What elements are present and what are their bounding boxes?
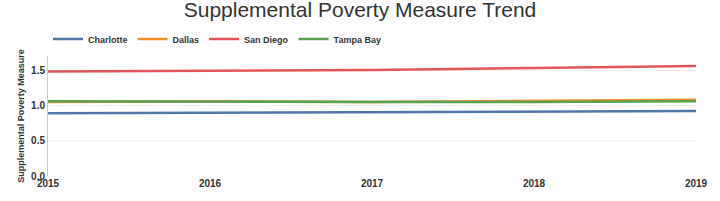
svg-text:0.0: 0.0: [31, 171, 45, 182]
svg-text:1.0: 1.0: [31, 100, 45, 111]
svg-text:2019: 2019: [685, 178, 708, 189]
svg-text:2016: 2016: [199, 178, 222, 189]
svg-text:Supplemental Poverty Measure T: Supplemental Poverty Measure Trend: [184, 0, 537, 21]
svg-text:2017: 2017: [361, 178, 384, 189]
svg-text:1.5: 1.5: [31, 65, 45, 76]
svg-text:2015: 2015: [37, 178, 60, 189]
svg-text:Dallas: Dallas: [173, 35, 200, 45]
svg-text:Tampa Bay: Tampa Bay: [334, 35, 381, 45]
svg-text:2018: 2018: [523, 178, 546, 189]
svg-text:San Diego: San Diego: [244, 35, 289, 45]
svg-text:Supplemental Poverty Measure: Supplemental Poverty Measure: [16, 49, 26, 183]
svg-text:Charlotte: Charlotte: [88, 35, 128, 45]
svg-text:0.5: 0.5: [31, 135, 45, 146]
